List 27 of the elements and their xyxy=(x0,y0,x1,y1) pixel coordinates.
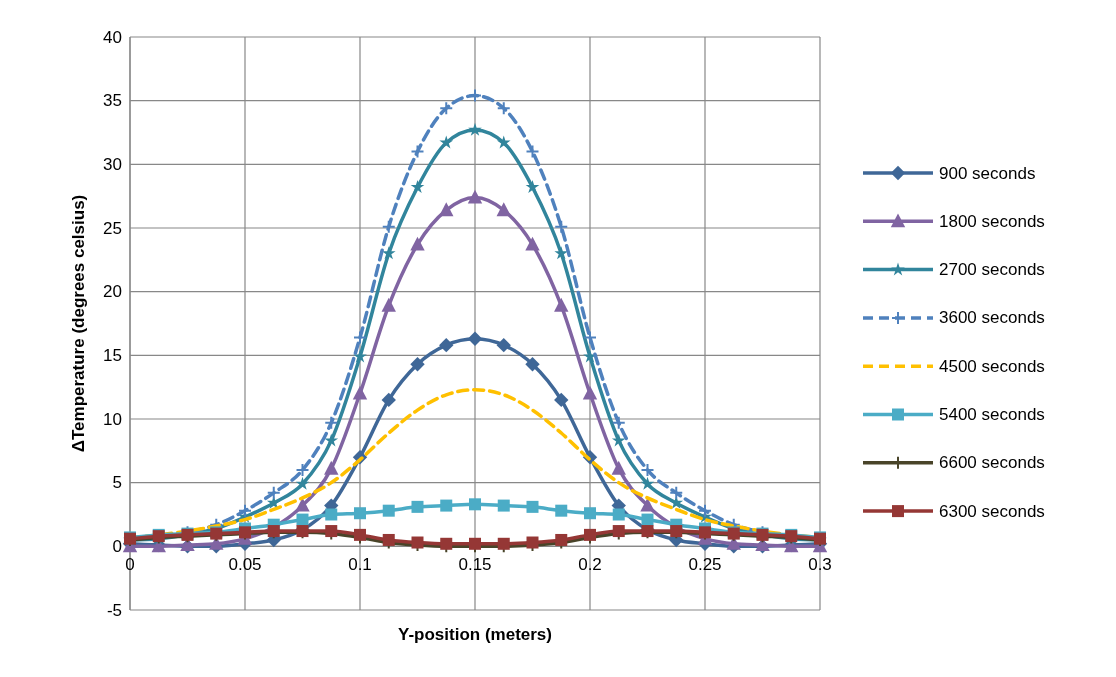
legend-label: 1800 seconds xyxy=(939,211,1045,231)
x-tick-label: 0.05 xyxy=(228,554,262,574)
legend-label: 4500 seconds xyxy=(939,356,1045,376)
legend-label: 2700 seconds xyxy=(939,260,1045,280)
y-tick-label: 30 xyxy=(103,154,122,174)
y-tick-label: -5 xyxy=(106,600,122,620)
x-tick-label: 0.1 xyxy=(348,554,372,574)
x-tick-label: 0.2 xyxy=(578,554,602,574)
x-tick-label: 0 xyxy=(125,554,135,574)
y-axis-title: ΔTemperature (degrees celsius) xyxy=(68,194,88,453)
y-tick-label: 5 xyxy=(112,473,122,493)
legend-label: 3600 seconds xyxy=(939,308,1045,328)
y-tick-label: 40 xyxy=(103,27,122,47)
x-tick-label: 0.15 xyxy=(458,554,492,574)
y-tick-label: 0 xyxy=(112,536,122,556)
legend-label: 6300 seconds xyxy=(939,501,1045,521)
y-tick-label: 10 xyxy=(103,409,122,429)
legend-label: 6600 seconds xyxy=(939,453,1045,473)
x-axis-title: Y-position (meters) xyxy=(398,624,552,644)
legend-label: 900 seconds xyxy=(939,163,1036,183)
y-tick-label: 25 xyxy=(103,218,122,238)
y-tick-label: 15 xyxy=(103,345,122,365)
y-tick-label: 20 xyxy=(103,282,122,302)
x-tick-label: 0.3 xyxy=(808,554,832,574)
y-tick-label: 35 xyxy=(103,91,122,111)
legend-label: 5400 seconds xyxy=(939,405,1045,424)
x-tick-label: 0.25 xyxy=(688,554,722,574)
